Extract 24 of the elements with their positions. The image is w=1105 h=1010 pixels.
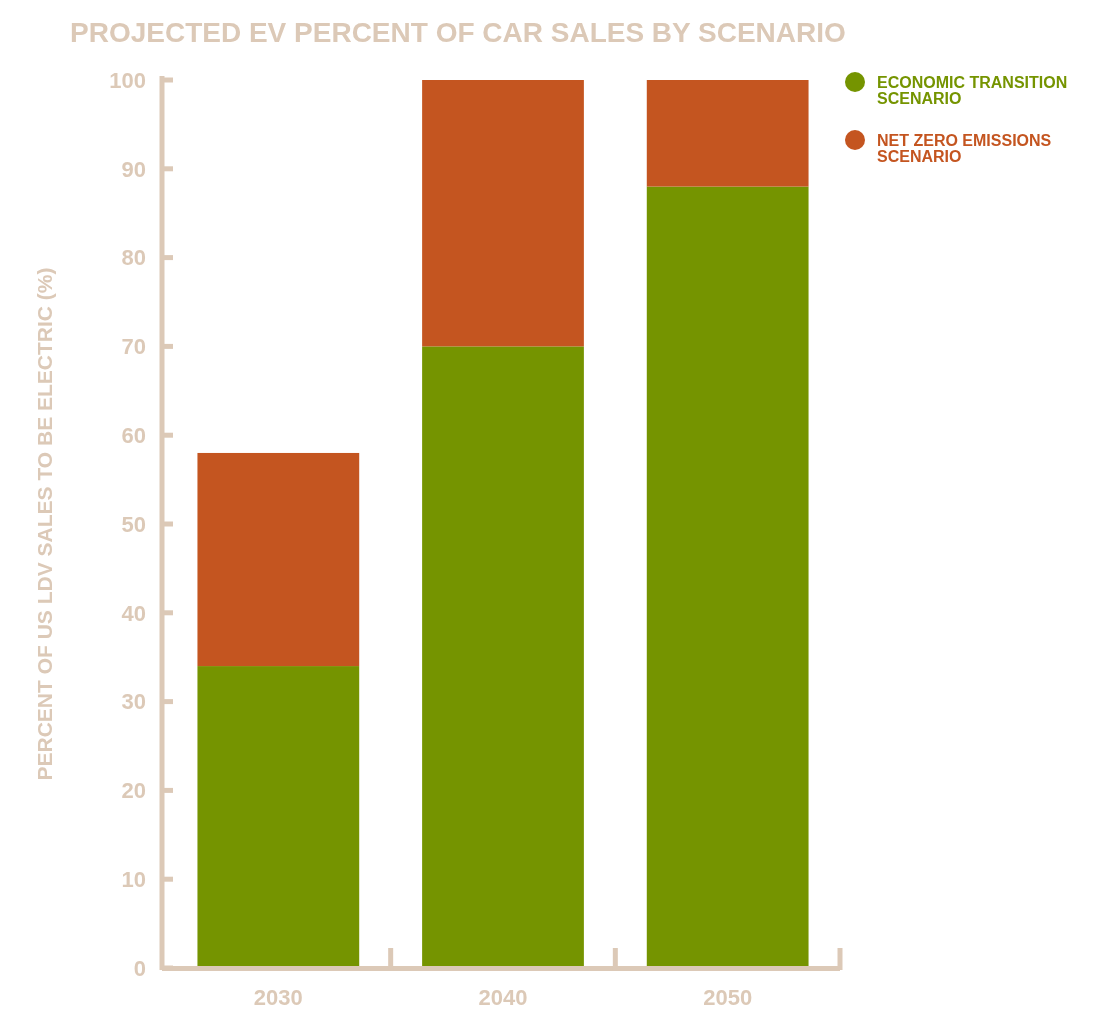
- legend-label: NET ZERO EMISSIONS SCENARIO: [877, 131, 1052, 166]
- bar: [197, 452, 360, 667]
- bar: [646, 80, 809, 187]
- y-tick-label: 0: [133, 955, 146, 981]
- chart-title: PROJECTED EV PERCENT OF CAR SALES BY SCENARIO: [70, 17, 846, 48]
- y-tick-label: 60: [121, 422, 146, 448]
- bar: [422, 346, 584, 968]
- y-tick-label: 30: [121, 689, 146, 715]
- y-tick-label: 40: [121, 600, 146, 626]
- y-tick-label: 90: [121, 156, 146, 182]
- bar: [422, 80, 584, 347]
- x-tick-label: 2040: [478, 985, 528, 1010]
- x-tick-label: 2050: [703, 985, 753, 1010]
- y-tick-label: 20: [121, 778, 146, 804]
- y-tick-label: 80: [121, 245, 146, 271]
- y-tick-label: 100: [109, 67, 146, 93]
- legend-label: ECONOMIC TRANSITION SCENARIO: [877, 73, 1068, 108]
- x-tick-label: 2030: [253, 985, 303, 1010]
- bar: [646, 186, 809, 968]
- y-tick-label: 50: [121, 511, 146, 537]
- y-tick-label: 70: [121, 334, 146, 360]
- y-tick-label: 10: [121, 866, 146, 892]
- y-axis-title: PERCENT OF US LDV SALES TO BE ELECTRIC (%): [33, 267, 56, 781]
- bar: [197, 666, 360, 968]
